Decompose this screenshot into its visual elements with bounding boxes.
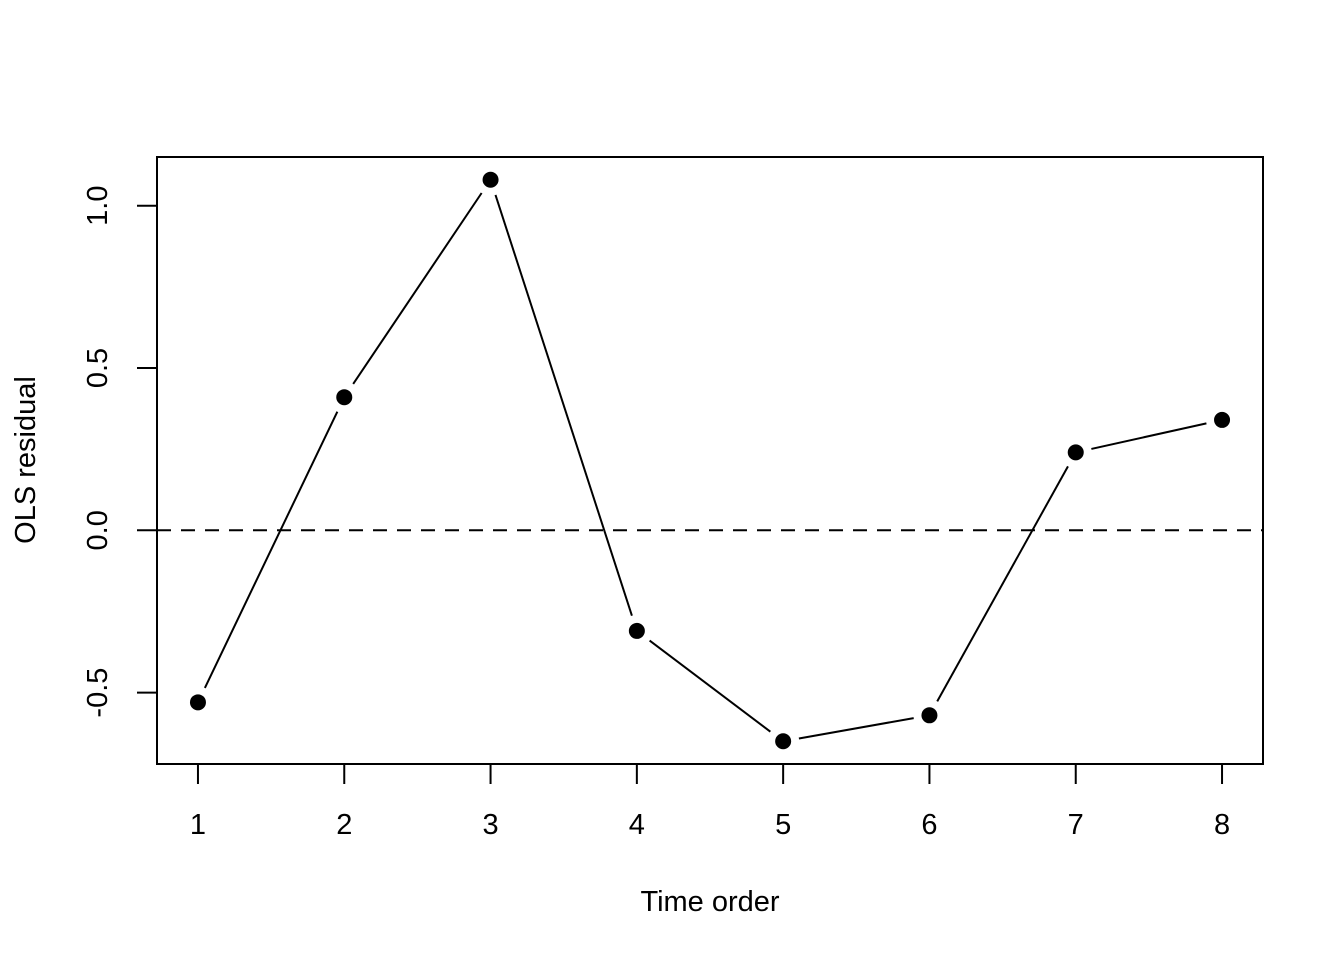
- x-axis: 1 2 3 4 5 6 7 8: [190, 764, 1230, 841]
- series-line-segment: [936, 465, 1069, 702]
- series-line-segment: [494, 194, 633, 617]
- y-axis: -0.5 0.0 0.5 1.0: [82, 186, 157, 718]
- data-point: [1067, 444, 1084, 461]
- x-tick-label: 4: [629, 809, 645, 841]
- y-tick-label: 1.0: [82, 186, 114, 226]
- series-line-segment: [649, 639, 771, 733]
- data-point: [482, 171, 499, 188]
- x-tick-label: 5: [775, 809, 791, 841]
- x-tick-label: 1: [190, 809, 206, 841]
- x-tick-label: 3: [482, 809, 498, 841]
- y-tick-label: 0.0: [82, 510, 114, 550]
- y-axis-title: OLS residual: [10, 376, 42, 544]
- data-point: [628, 622, 645, 639]
- plot-frame: [156, 156, 1264, 765]
- y-tick-label: 0.5: [82, 348, 114, 388]
- x-tick-label: 2: [336, 809, 352, 841]
- x-tick-label: 7: [1068, 809, 1084, 841]
- x-tick-label: 6: [921, 809, 937, 841]
- data-point: [921, 707, 938, 724]
- series-line-segment: [1091, 422, 1207, 450]
- residual-series: [189, 171, 1231, 750]
- x-tick-label: 8: [1214, 809, 1230, 841]
- series-line-segment: [798, 717, 914, 740]
- data-point: [189, 694, 206, 711]
- data-point: [1214, 411, 1231, 428]
- series-line-segment: [352, 192, 483, 385]
- data-point: [336, 389, 353, 406]
- y-tick-label: -0.5: [82, 668, 114, 718]
- series-line-segment: [203, 411, 339, 689]
- data-point: [775, 733, 792, 750]
- x-axis-title: Time order: [640, 886, 779, 918]
